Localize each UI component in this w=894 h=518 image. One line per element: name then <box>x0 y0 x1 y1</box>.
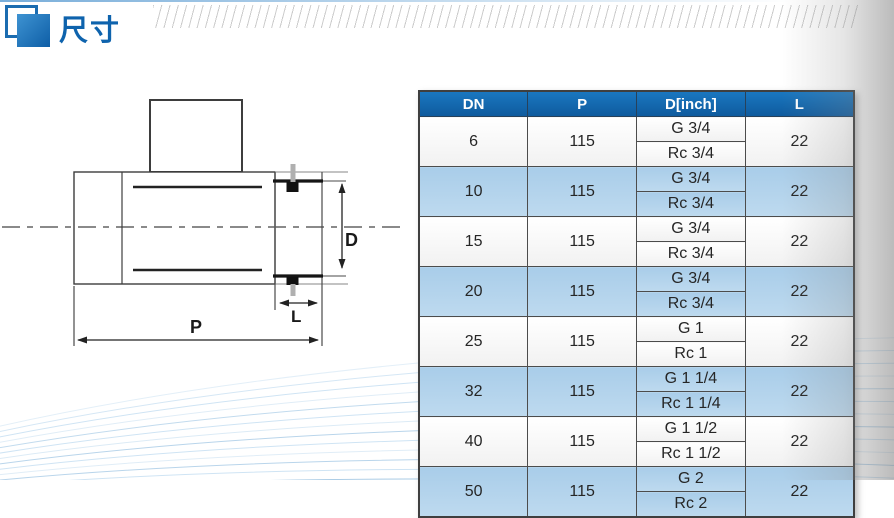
table-row: 15 115 G 3/4 22 <box>418 216 855 267</box>
col-header-d-inch: D[inch] <box>636 90 746 117</box>
col-header-l: L <box>744 90 855 117</box>
table-subrow: Rc 1 <box>419 341 854 367</box>
title-square-filled-icon <box>17 14 50 47</box>
cell-d-rc: Rc 1 <box>636 341 746 367</box>
cell-dn: 10 <box>418 166 529 217</box>
cell-d-g: G 1 <box>636 316 746 342</box>
dimension-label-l: L <box>291 307 301 326</box>
cell-d-g: G 3/4 <box>636 116 746 142</box>
cell-d-g: G 3/4 <box>636 216 746 242</box>
table-subrow: Rc 3/4 <box>419 291 854 317</box>
cell-l: 22 <box>744 216 855 267</box>
table-subrow: Rc 3/4 <box>419 191 854 217</box>
table-row: 20 115 G 3/4 22 <box>418 266 855 317</box>
cell-l: 22 <box>744 466 855 518</box>
table-row: 32 115 G 1 1/4 22 <box>418 366 855 417</box>
cell-d-rc: Rc 1 1/2 <box>636 441 746 467</box>
cell-l: 22 <box>744 166 855 217</box>
cell-p: 115 <box>527 166 637 217</box>
cell-d-g: G 1 1/2 <box>636 416 746 442</box>
cell-p: 115 <box>527 416 637 467</box>
valve-dimension-drawing: D L P <box>2 99 402 346</box>
dimension-label-p: P <box>190 317 202 337</box>
cell-d-rc: Rc 3/4 <box>636 191 746 217</box>
table-header-row: DN P D[inch] L <box>418 90 855 117</box>
cell-dn: 25 <box>418 316 529 367</box>
table-row: 10 115 G 3/4 22 <box>418 166 855 217</box>
table-row: 40 115 G 1 1/2 22 <box>418 416 855 467</box>
cell-l: 22 <box>744 116 855 167</box>
cell-dn: 50 <box>418 466 529 518</box>
cell-dn: 32 <box>418 366 529 417</box>
dimension-label-d: D <box>345 230 358 250</box>
cell-d-g: G 3/4 <box>636 266 746 292</box>
cell-l: 22 <box>744 416 855 467</box>
page-title: 尺寸 <box>59 15 122 47</box>
drawing-top-box <box>149 99 243 173</box>
table-subrow: Rc 1 1/2 <box>419 441 854 467</box>
cell-l: 22 <box>744 266 855 317</box>
cell-p: 115 <box>527 266 637 317</box>
col-header-p: P <box>527 90 637 117</box>
cell-dn: 20 <box>418 266 529 317</box>
cell-d-rc: Rc 2 <box>636 491 746 518</box>
table-subrow: Rc 3/4 <box>419 241 854 267</box>
cell-p: 115 <box>527 116 637 167</box>
cell-p: 115 <box>527 366 637 417</box>
top-border-line <box>0 0 792 2</box>
cell-d-rc: Rc 3/4 <box>636 241 746 267</box>
col-header-dn: DN <box>418 90 529 117</box>
cell-p: 115 <box>527 466 637 518</box>
table-subrow: Rc 3/4 <box>419 141 854 167</box>
cell-dn: 15 <box>418 216 529 267</box>
cell-l: 22 <box>744 366 855 417</box>
dimension-spec-table: DN P D[inch] L 6 115 G 3/4 22 Rc 3/4 10 … <box>418 90 855 518</box>
cell-dn: 6 <box>418 116 529 167</box>
cell-d-g: G 3/4 <box>636 166 746 192</box>
table-row: 50 115 G 2 22 <box>418 466 855 518</box>
hatch-stripe-decoration <box>153 5 859 28</box>
cell-p: 115 <box>527 216 637 267</box>
cell-d-rc: Rc 1 1/4 <box>636 391 746 417</box>
cell-d-g: G 2 <box>636 466 746 492</box>
cell-p: 115 <box>527 316 637 367</box>
cell-d-rc: Rc 3/4 <box>636 291 746 317</box>
cell-dn: 40 <box>418 416 529 467</box>
table-row: 25 115 G 1 22 <box>418 316 855 367</box>
cell-d-rc: Rc 3/4 <box>636 141 746 167</box>
cell-l: 22 <box>744 316 855 367</box>
cell-d-g: G 1 1/4 <box>636 366 746 392</box>
table-row: 6 115 G 3/4 22 <box>418 116 855 167</box>
